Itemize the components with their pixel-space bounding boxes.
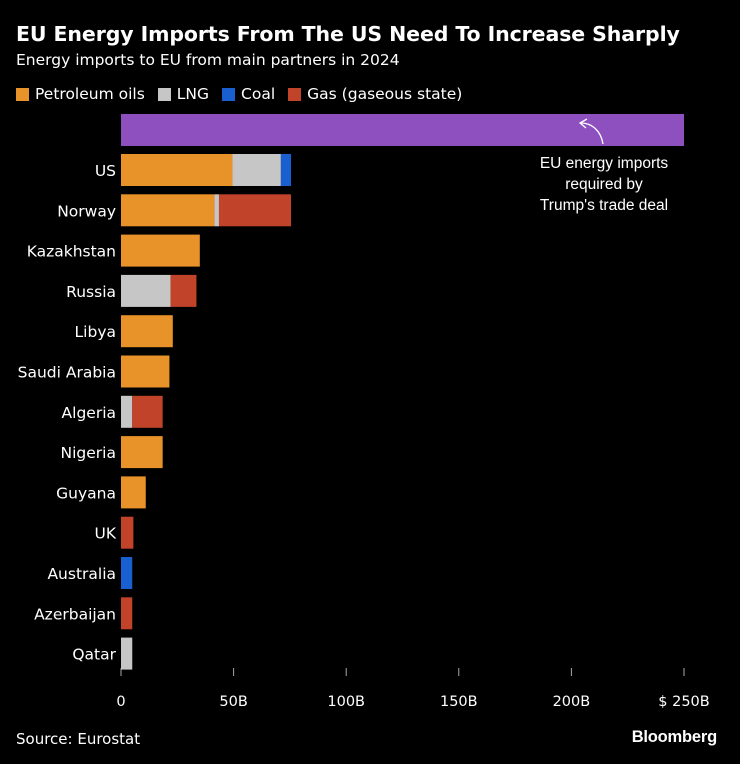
category-label: UK <box>94 525 116 543</box>
bloomberg-logo: Bloomberg <box>631 728 717 746</box>
legend-swatch-petroleum <box>16 87 29 101</box>
bar-us-lng <box>232 154 281 186</box>
bar-norway-petroleum-oils <box>121 194 215 227</box>
category-label: Australia <box>47 565 116 583</box>
bar-kazakhstan-petroleum-oils <box>121 234 200 267</box>
category-label: Russia <box>66 283 116 301</box>
bar-norway-lng <box>214 194 219 227</box>
bar-us-petroleum-oils <box>121 154 233 186</box>
x-tick-label: 200B <box>553 694 591 710</box>
category-label: Guyana <box>56 484 116 502</box>
legend-swatch-coal <box>222 87 236 101</box>
annotation-line: required by <box>565 176 643 193</box>
annotation-arrow <box>580 122 604 145</box>
annotation-line: EU energy imports <box>540 155 669 172</box>
legend-label-gas: Gas (gaseous state) <box>307 85 463 103</box>
bar-russia-lng <box>121 274 171 307</box>
legend-item-coal: Coal <box>222 85 275 103</box>
legend-label-petroleum: Petroleum oils <box>35 85 145 103</box>
target-bar <box>121 114 684 146</box>
bar-nigeria-petroleum-oils <box>121 436 163 469</box>
legend: Petroleum oils LNG Coal Gas (gaseous sta… <box>16 85 475 103</box>
x-tick-label: 100B <box>327 694 365 710</box>
category-label: Libya <box>75 323 116 341</box>
category-label: Qatar <box>72 646 116 664</box>
category-label: Kazakhstan <box>27 243 116 261</box>
x-tick-label: 0 <box>116 694 125 710</box>
category-label: US <box>95 162 116 180</box>
bar-uk-gas-gaseous-state <box>121 516 134 549</box>
bar-azerbaijan-gas-gaseous-state <box>121 597 133 630</box>
annotation-line: Trump's trade deal <box>540 197 668 214</box>
x-tick-label: 150B <box>440 694 478 710</box>
category-label: Saudi Arabia <box>18 364 116 382</box>
category-label: Algeria <box>62 404 116 422</box>
legend-label-coal: Coal <box>241 85 276 103</box>
legend-item-lng: LNG <box>157 85 210 103</box>
legend-item-petroleum: Petroleum oils <box>16 85 145 103</box>
legend-swatch-gas <box>288 87 302 101</box>
bar-russia-gas-gaseous-state <box>170 274 197 307</box>
x-tick-label: $ 250B <box>658 694 709 710</box>
chart-subtitle: Energy imports to EU from main partners … <box>16 51 400 69</box>
bar-us-coal <box>280 154 292 186</box>
chart-title: EU Energy Imports From The US Need To In… <box>16 22 680 46</box>
source-note: Source: Eurostat <box>16 730 141 748</box>
legend-item-gas: Gas (gaseous state) <box>288 85 462 103</box>
category-label: Norway <box>57 202 116 220</box>
bar-libya-petroleum-oils <box>121 315 173 348</box>
bar-guyana-petroleum-oils <box>121 476 146 509</box>
legend-swatch-lng <box>157 87 171 101</box>
bar-saudi-arabia-petroleum-oils <box>121 355 170 388</box>
bar-norway-gas-gaseous-state <box>218 194 292 227</box>
bar-algeria-lng <box>121 395 133 428</box>
annotation-arrowhead <box>578 118 588 129</box>
x-tick-label: 50B <box>219 694 247 710</box>
bar-algeria-gas-gaseous-state <box>132 395 163 428</box>
bar-qatar-lng <box>121 637 133 670</box>
category-label: Nigeria <box>61 444 116 462</box>
bar-australia-coal <box>121 557 133 589</box>
category-label: Azerbaijan <box>34 605 116 623</box>
legend-label-lng: LNG <box>176 85 210 103</box>
